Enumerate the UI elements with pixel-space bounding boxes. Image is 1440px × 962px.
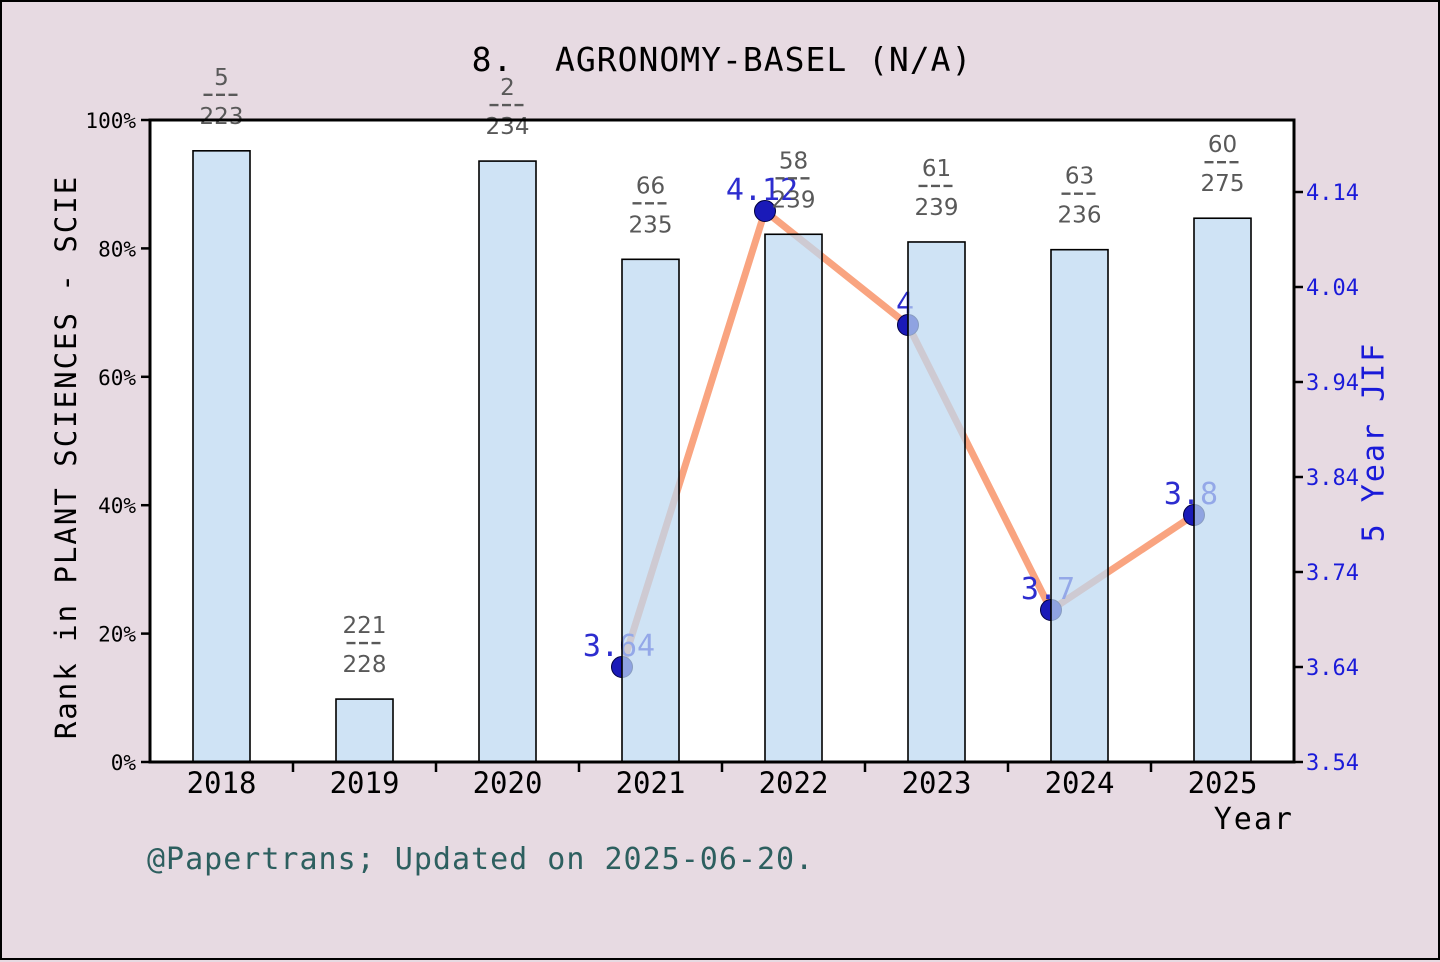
left-tick-label: 40% [98, 494, 136, 518]
x-tick-label-year: 2018 [187, 766, 257, 800]
bar-label-denominator: 235 [629, 212, 673, 238]
rank-bar [907, 241, 966, 763]
right-tick-label: 3.74 [1306, 561, 1359, 586]
left-tick-label: 80% [98, 237, 136, 261]
rank-bar [1193, 217, 1252, 763]
bar-label-numerator: 58 [779, 148, 808, 174]
rank-bar [1050, 248, 1109, 763]
rank-bar [335, 698, 394, 763]
bar-label-numerator: 66 [636, 173, 665, 199]
left-tick-label: 100% [85, 109, 136, 133]
rank-bar [192, 150, 251, 763]
bar-label-denominator: 236 [1058, 203, 1102, 229]
jif-line-segment [761, 207, 912, 329]
x-tick-label-year: 2019 [330, 766, 400, 800]
watermark-text: @Papertrans; Updated on 2025-06-20. [147, 842, 815, 877]
x-tick-label-year: 2021 [616, 766, 686, 800]
rank-bar [478, 160, 537, 763]
x-tick-label-year: 2020 [473, 766, 543, 800]
right-tick-label: 3.84 [1306, 466, 1359, 491]
rank-bar [764, 233, 823, 763]
bar-label-numerator: 221 [343, 613, 387, 639]
left-tick-label: 60% [98, 366, 136, 390]
bar-label-denominator: 275 [1201, 171, 1245, 197]
bar-label-numerator: 2 [500, 75, 515, 101]
right-tick-label: 4.14 [1306, 181, 1359, 206]
x-tick-label-year: 2023 [902, 766, 972, 800]
bar-label-numerator: 60 [1208, 132, 1237, 158]
bar-label-numerator: 63 [1065, 164, 1094, 190]
bar-label-denominator: 223 [200, 104, 244, 130]
plot-area [150, 120, 1294, 762]
x-tick-label-year: 2024 [1045, 766, 1115, 800]
bar-label-numerator: 5 [214, 65, 229, 91]
chart-title: 8. AGRONOMY-BASEL (N/A) [471, 40, 973, 79]
bar-label-denominator: 239 [772, 187, 816, 213]
x-tick-label-year: 2025 [1188, 766, 1258, 800]
x-axis-label: Year [1213, 802, 1294, 837]
bar-label-denominator: 239 [915, 195, 959, 221]
bar-label-numerator: 61 [922, 156, 951, 182]
rank-bar [621, 258, 680, 763]
x-tick-label-year: 2022 [759, 766, 829, 800]
left-tick-label: 20% [98, 623, 136, 647]
right-tick-label: 3.94 [1306, 371, 1359, 396]
jif-point-label: 4.12 [726, 173, 798, 208]
right-tick-label: 3.64 [1306, 656, 1359, 681]
bar-label-denominator: 234 [486, 114, 530, 140]
right-tick-label: 4.04 [1306, 276, 1359, 301]
left-tick-label: 0% [111, 751, 137, 775]
bar-label-denominator: 228 [343, 652, 387, 678]
jif-marker [754, 200, 776, 223]
right-tick-label: 3.54 [1306, 751, 1359, 776]
